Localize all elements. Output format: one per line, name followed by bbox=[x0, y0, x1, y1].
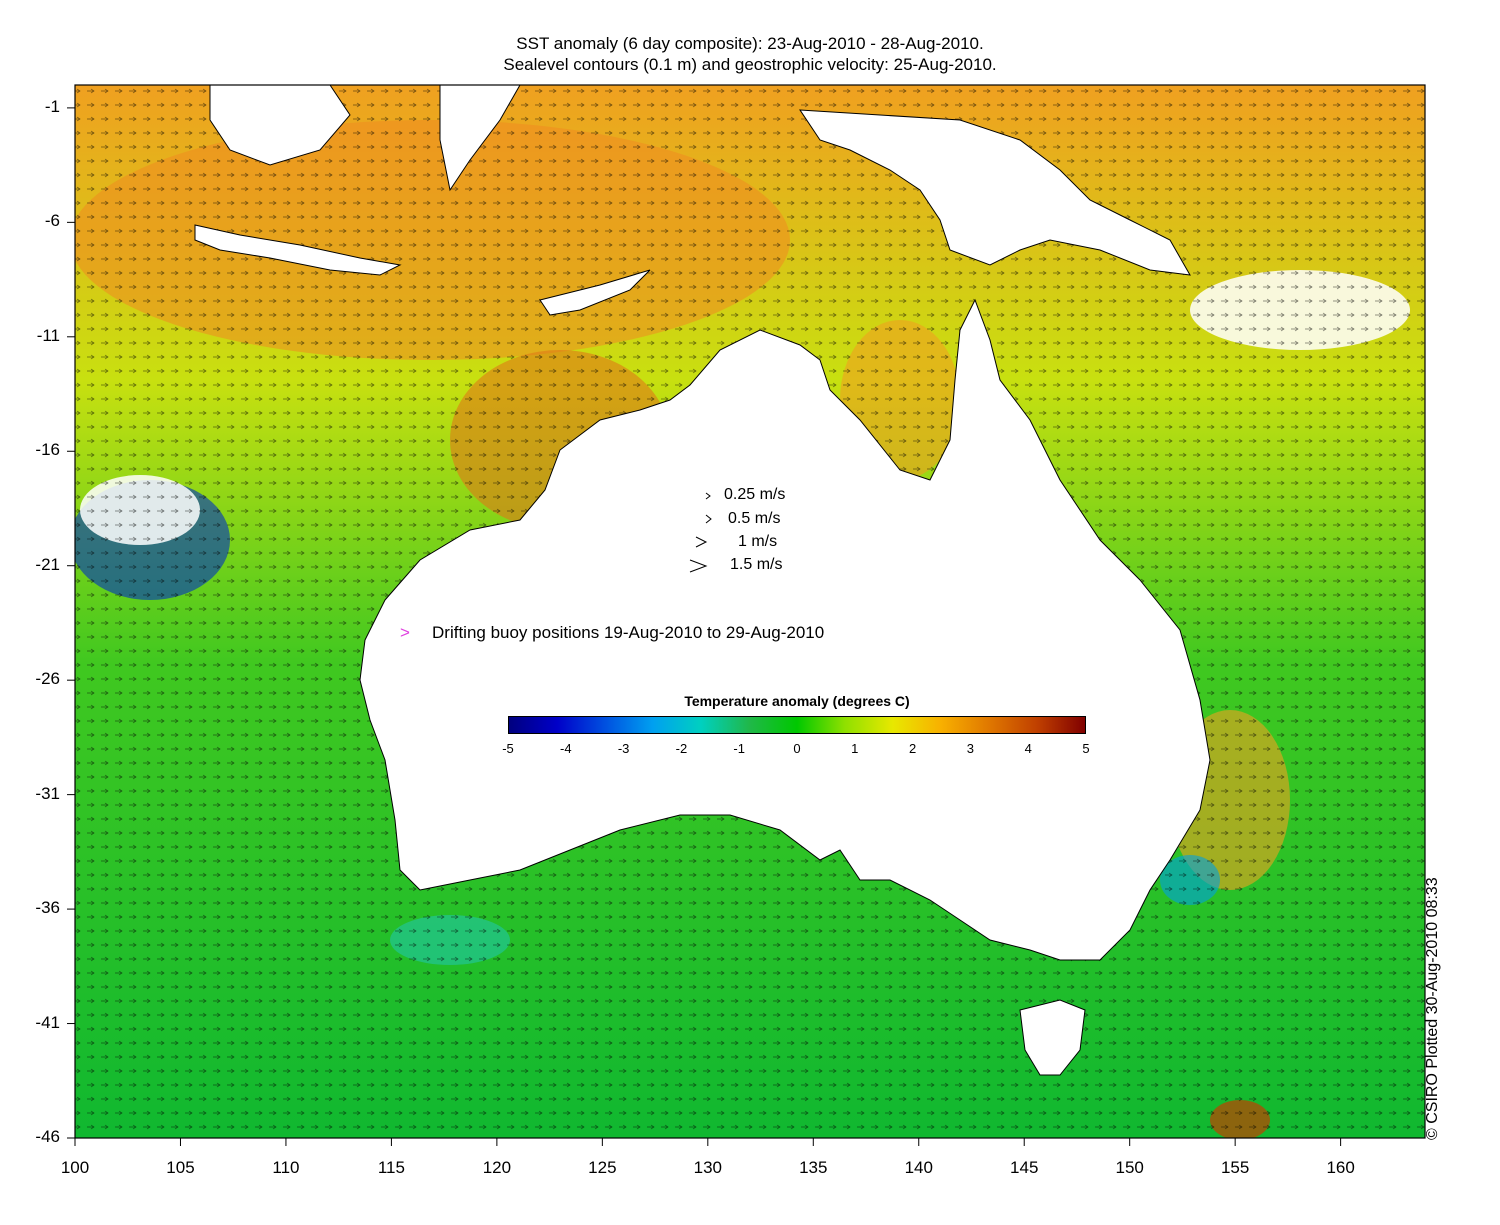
title-line-2: Sealevel contours (0.1 m) and geostrophi… bbox=[503, 55, 997, 74]
colorbar-tick-label: -2 bbox=[675, 741, 688, 756]
y-tick-label: -26 bbox=[35, 669, 60, 689]
y-tick-label: -46 bbox=[35, 1127, 60, 1146]
colorbar bbox=[508, 716, 1086, 734]
y-tick-label: -36 bbox=[35, 898, 60, 918]
x-tick-label: 160 bbox=[1326, 1158, 1355, 1177]
x-tick-label: 120 bbox=[482, 1158, 512, 1177]
colorbar-tick-label: -3 bbox=[617, 741, 630, 756]
y-tick-label: -21 bbox=[35, 554, 60, 574]
x-tick-label: 145 bbox=[1010, 1158, 1039, 1177]
x-tick-label: 135 bbox=[799, 1158, 828, 1177]
velocity-arrow-icon bbox=[705, 492, 711, 500]
velocity-arrow-icon bbox=[705, 514, 712, 524]
colorbar-tick-label: 3 bbox=[966, 741, 974, 756]
tasmania-landmass bbox=[1019, 999, 1086, 1076]
plot-frame bbox=[74, 84, 1426, 1139]
velocity-arrow-icon bbox=[695, 536, 708, 548]
colorbar-tick-label: 4 bbox=[1024, 741, 1032, 756]
timor-landmass bbox=[539, 269, 651, 316]
velocity-arrow-icon bbox=[689, 559, 708, 573]
y-axis-tick-marks bbox=[67, 107, 75, 1139]
credit-text: © CSIRO Plotted 30-Aug-2010 08:33 bbox=[1424, 877, 1441, 1140]
x-tick-label: 140 bbox=[904, 1158, 933, 1177]
x-axis-tick-marks bbox=[74, 1138, 1342, 1146]
x-tick-label: 125 bbox=[588, 1158, 617, 1177]
colorbar-tick-label: 0 bbox=[793, 741, 801, 756]
colorbar-tick-label: 1 bbox=[851, 741, 859, 756]
y-tick-label: -16 bbox=[35, 440, 60, 460]
x-tick-label: 130 bbox=[693, 1158, 722, 1177]
x-tick-label: 115 bbox=[377, 1158, 405, 1177]
buoy-legend-label: Drifting buoy positions 19-Aug-2010 to 2… bbox=[432, 623, 825, 642]
title-line-1: SST anomaly (6 day composite): 23-Aug-20… bbox=[516, 34, 984, 53]
x-tick-label: 100 bbox=[60, 1158, 90, 1177]
velocity-label-025: 0.25 m/s bbox=[724, 486, 786, 503]
x-tick-label: 155 bbox=[1220, 1158, 1250, 1177]
x-tick-label: 110 bbox=[272, 1158, 300, 1177]
buoy-marker-icon: > bbox=[400, 623, 410, 642]
sulawesi-landmass bbox=[439, 85, 521, 192]
colorbar-tick-label: -5 bbox=[502, 741, 514, 756]
y-tick-label: -1 bbox=[44, 96, 60, 116]
colorbar-tick-label: 5 bbox=[1082, 741, 1090, 756]
velocity-label-1: 1 m/s bbox=[738, 533, 778, 550]
colorbar-tick-label: -4 bbox=[560, 741, 572, 756]
java-landmass bbox=[194, 224, 402, 276]
borneo-landmass bbox=[209, 85, 351, 166]
colorbar-title: Temperature anomaly (degrees C) bbox=[684, 693, 910, 709]
colorbar-tick-label: -1 bbox=[733, 741, 745, 756]
x-tick-label: 150 bbox=[1115, 1158, 1144, 1177]
y-tick-label: -11 bbox=[36, 325, 60, 345]
velocity-label-05: 0.5 m/s bbox=[728, 510, 781, 527]
y-tick-label: -6 bbox=[44, 211, 60, 231]
new-guinea-landmass bbox=[799, 109, 1191, 276]
velocity-label-15: 1.5 m/s bbox=[730, 556, 783, 573]
colorbar-tick-label: 2 bbox=[908, 741, 917, 756]
y-tick-label: -31 bbox=[35, 783, 60, 803]
x-tick-label: 105 bbox=[166, 1158, 195, 1177]
australia-landmass bbox=[359, 298, 1211, 961]
y-tick-label: -41 bbox=[35, 1012, 60, 1032]
